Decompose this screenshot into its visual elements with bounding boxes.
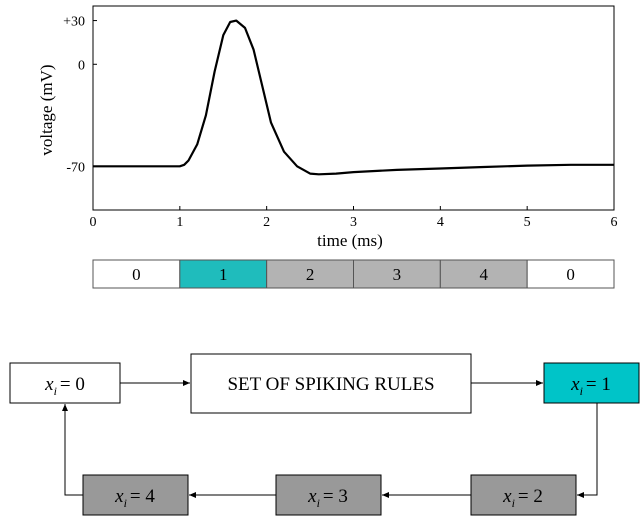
state-2-box <box>470 474 577 516</box>
state-bar-label: 3 <box>393 265 402 284</box>
voltage-chart: 0 1 2 3 4 5 6 +30 0 -70 time (ms) voltage (mV) <box>37 5 618 250</box>
spiking-rules-box <box>190 353 472 414</box>
state-bar-cell <box>353 259 441 289</box>
spiking-rules-label: SET OF SPIKING RULES <box>227 374 434 395</box>
x-tick-label: 2 <box>263 215 270 230</box>
x-tick-label: 1 <box>176 215 183 230</box>
state-bar-cell <box>526 259 615 289</box>
voltage-trace <box>93 19 614 176</box>
state-flow-diagram: xi = 0 SET OF SPIKING RULES xi = 1 xi = 2 x… <box>9 353 640 516</box>
state-bar: 0 1 2 3 4 0 <box>92 259 615 289</box>
x-tick-label: 5 <box>524 215 531 230</box>
state-bar-cell <box>266 259 354 289</box>
state-4-label: xi = 4 <box>114 486 155 510</box>
state-0-label: xi = 0 <box>44 374 85 398</box>
state-3-box <box>275 474 382 516</box>
state-bar-label: 4 <box>480 265 489 284</box>
y-tick-label: +30 <box>63 15 85 30</box>
y-axis-ticks: +30 0 -70 <box>63 15 97 175</box>
state-0-box <box>9 362 121 404</box>
state-bar-cell <box>179 259 268 289</box>
arrow-state1-to-state2 <box>577 403 598 498</box>
state-bar-cell <box>92 259 181 289</box>
state-3-label: xi = 3 <box>307 486 348 510</box>
state-2-label: xi = 2 <box>502 486 543 510</box>
x-axis-ticks: 0 1 2 3 4 5 6 <box>90 206 618 230</box>
state-bar-label: 2 <box>306 265 315 284</box>
x-tick-label: 3 <box>350 215 357 230</box>
y-tick-label: 0 <box>78 58 85 73</box>
plot-area <box>92 5 615 211</box>
x-tick-label: 0 <box>90 215 97 230</box>
arrow-state4-to-state0 <box>62 404 83 496</box>
state-bar-label: 0 <box>566 265 575 284</box>
state-bar-label: 0 <box>132 265 141 284</box>
y-tick-label: -70 <box>66 160 85 175</box>
state-1-label: xi = 1 <box>570 374 611 398</box>
x-tick-label: 6 <box>611 215 618 230</box>
state-1-box <box>543 362 640 404</box>
state-bar-label: 1 <box>219 265 228 284</box>
x-tick-label: 4 <box>437 215 444 230</box>
state-bar-cell <box>439 259 528 289</box>
y-axis-label: voltage (mV) <box>37 64 56 155</box>
x-axis-label: time (ms) <box>317 231 383 250</box>
